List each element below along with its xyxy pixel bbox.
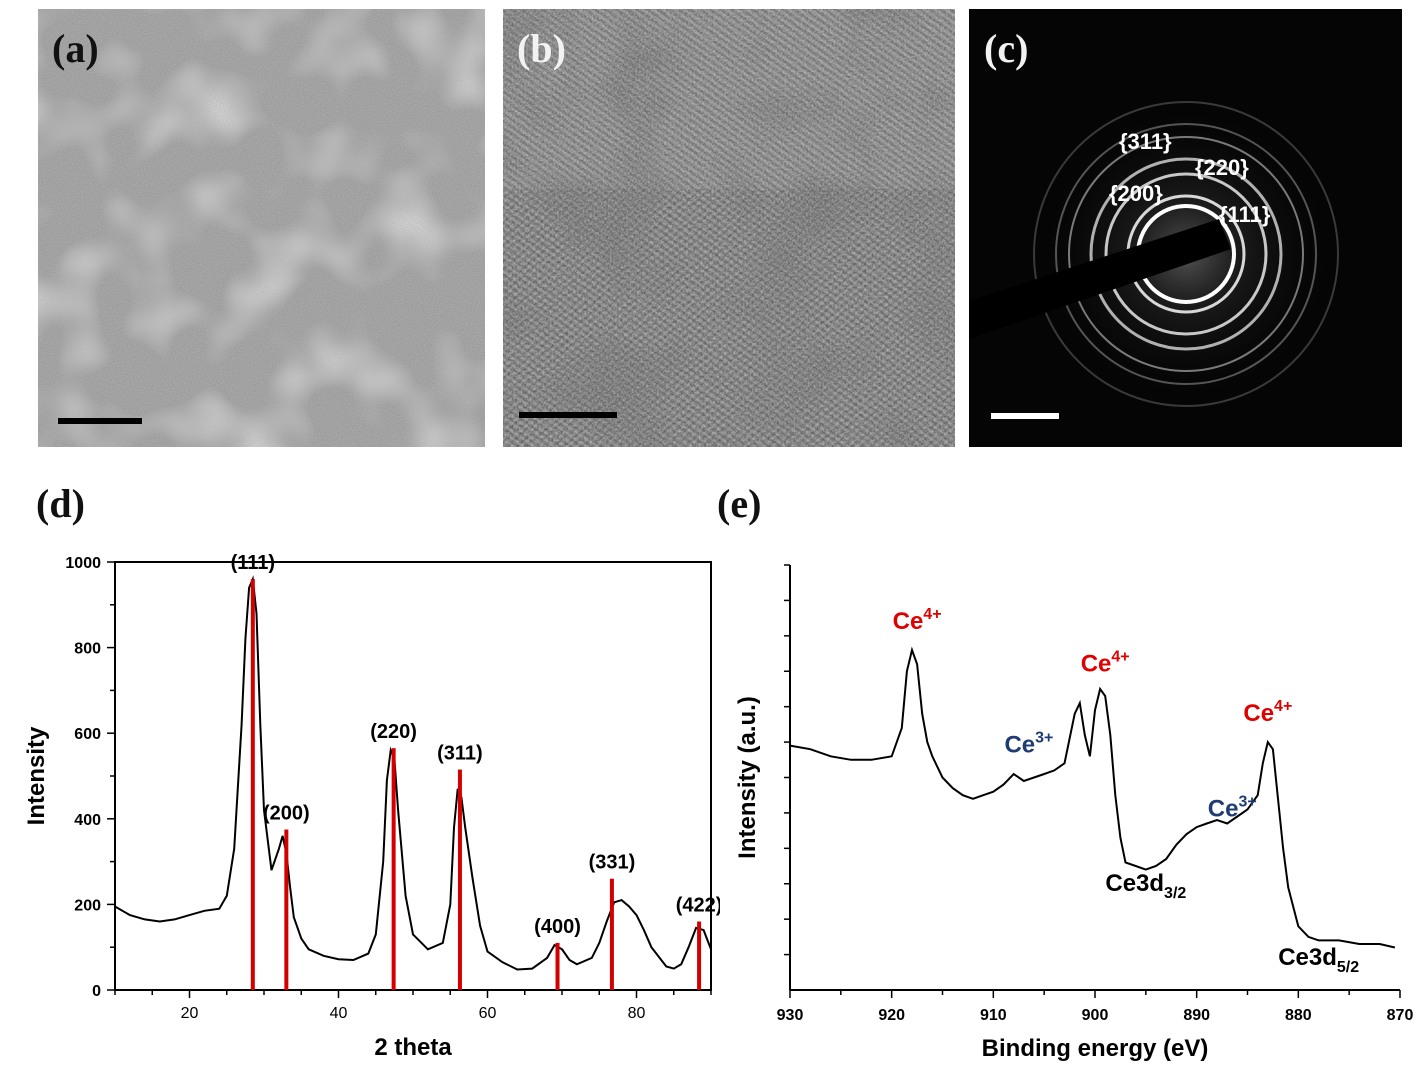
x-tick-label: 80 [628,1005,646,1022]
x-tick-label: 910 [980,1007,1007,1024]
annotation-text: Ce [1243,700,1274,727]
scale-bar-a [58,418,142,424]
annotation-superscript: 4+ [1111,648,1129,665]
reference-line-4 [555,942,560,990]
ring-label-200: {200} [1109,181,1163,206]
annotation-subscript: 3/2 [1164,885,1186,902]
annotation-text: Ce [893,608,924,635]
peak-annotation: Ce4+ [1081,648,1130,677]
annotation-text: Ce [1004,732,1035,759]
annotation-text: Ce [1081,650,1112,677]
peak-label: (111) [231,552,275,574]
diffraction-ring-220 [1104,172,1268,336]
x-tick-label: 40 [330,1005,348,1022]
peak-annotation: Ce4+ [1243,698,1292,727]
ring-label-111: {111} [1219,202,1271,227]
diffraction-ring-311 [1089,157,1283,351]
saed-pattern-c-drawing: {311} {220} {200} {111} [969,101,1339,419]
y-axis-label: Intensity (a.u.) [734,696,761,859]
annotation-text: Ce3d [1278,944,1337,971]
y-tick-label: 200 [74,897,101,914]
y-tick-label: 0 [92,983,101,1000]
peak-annotation: Ce4+ [893,606,942,635]
peak-annotation: Ce3+ [1004,730,1053,759]
panel-label-b: (b) [517,26,566,71]
peak-annotation: Ce3d3/2 [1105,870,1186,902]
xrd-series-line [114,575,712,971]
ring-label-220: {220} [1195,155,1249,180]
plot-frame [114,561,712,991]
x-tick-label: 900 [1082,1007,1109,1024]
x-tick-label: 20 [181,1005,199,1022]
peak-annotation: Ce3d5/2 [1278,944,1359,976]
x-tick-label: 880 [1285,1007,1312,1024]
x-tick-label: 890 [1183,1007,1210,1024]
reference-line-5 [609,878,614,990]
panel-label-a: (a) [52,26,99,71]
panel-label-d: (d) [36,481,85,526]
y-tick-label: 1000 [65,555,101,572]
reference-line-2 [391,748,396,990]
hrtem-image-b-texture [503,9,955,447]
reference-line-1 [284,829,289,990]
peak-label: (400) [534,916,581,938]
peak-label: (220) [370,721,417,743]
annotation-text: Ce [1208,795,1239,822]
x-tick-label: 930 [777,1007,804,1024]
scale-bar-c [991,413,1059,419]
y-tick-label: 400 [74,812,101,829]
annotation-subscript: 5/2 [1337,959,1359,976]
y-tick-label: 800 [74,641,101,658]
panel-label-c: (c) [984,26,1029,71]
panel-label-e: (e) [717,481,762,526]
xps-series-line [789,646,1396,949]
annotation-text: Ce3d [1105,870,1164,897]
peak-label: (331) [589,852,636,874]
x-tick-label: 60 [479,1005,497,1022]
tem-image-a: (a) [38,9,485,447]
peak-label: (311) [437,743,483,765]
y-tick-label: 600 [74,726,101,743]
annotation-superscript: 3+ [1035,730,1053,747]
tem-image-a-texture [38,9,485,447]
ring-label-311: {311} [1119,129,1172,154]
peak-annotation: Ce3+ [1208,793,1257,822]
beam-stop [969,219,1231,339]
annotation-superscript: 4+ [923,606,941,623]
peak-label: (200) [263,803,310,825]
y-axis-label: Intensity [23,726,50,825]
xps-chart: 930 920 910 900 890 880 870 Binding energy (eV)… [734,564,1414,1062]
x-tick-label: 870 [1387,1007,1414,1024]
hrtem-image-b: (b) [503,9,955,447]
annotation-superscript: 4+ [1274,698,1292,715]
x-axis-label: 2 theta [374,1034,452,1061]
scale-bar-b [519,412,617,418]
x-tick-label: 920 [878,1007,905,1024]
reference-line-0 [250,579,255,990]
x-axis-label: Binding energy (eV) [982,1035,1209,1062]
annotation-superscript: 3+ [1238,793,1256,810]
reference-line-6 [697,921,702,990]
saed-pattern-c: {311} {220} {200} {111} (c) [969,9,1402,447]
reference-line-3 [457,769,462,990]
peak-label: (422) [676,895,720,917]
